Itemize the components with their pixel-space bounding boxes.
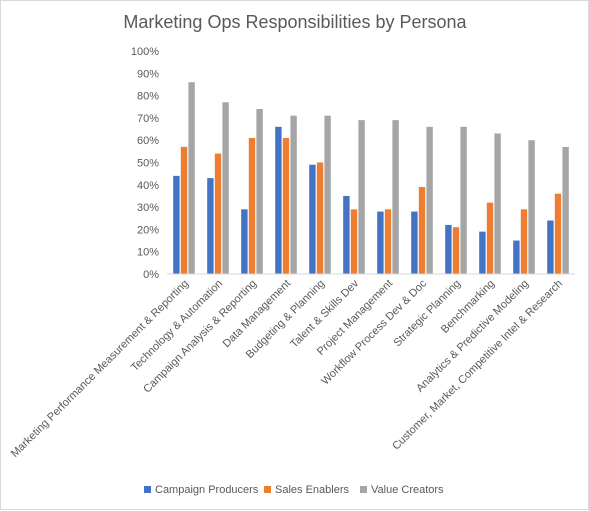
bar [358,120,365,274]
legend-swatch [360,486,367,493]
legend: Campaign Producers Sales Enablers Value Cr… [144,484,444,496]
legend-label: Sales Enablers [275,484,349,496]
x-axis-categories: Marketing Performance Measurement & Repo… [9,277,565,460]
bar [309,164,316,274]
bar [275,126,282,274]
bar [256,108,263,274]
bar [316,162,324,274]
bar [411,211,418,274]
bar [426,126,433,274]
bar [486,202,494,274]
bar [377,211,384,274]
bar [520,209,528,274]
bar [445,224,452,274]
bar [343,195,350,274]
bar [222,102,229,274]
bar [494,133,501,274]
bar [207,178,214,274]
bar [452,227,460,274]
bar [392,120,399,274]
chart-title: Marketing Ops Responsibilities by Person… [123,12,467,32]
bar [241,209,248,274]
y-axis-ticks: 0% 10% 20% 30% 40% 50% 60% 70% 80% 90% 100% [131,46,159,281]
bar [384,209,392,274]
legend-label: Value Creators [371,484,444,496]
bar [180,146,188,274]
bar [248,137,256,274]
bar [350,209,358,274]
bar [324,115,331,274]
y-tick-label: 90% [137,68,159,80]
bar [528,140,535,274]
y-tick-label: 80% [137,91,159,103]
y-tick-label: 70% [137,113,159,125]
bar [188,82,195,274]
y-tick-label: 100% [131,46,159,58]
bar [214,153,222,274]
legend-swatch [264,486,271,493]
y-tick-label: 20% [137,224,159,236]
bar [173,175,180,274]
y-tick-label: 10% [137,247,159,259]
y-tick-label: 40% [137,180,159,192]
y-tick-label: 50% [137,158,159,170]
legend-swatch [144,486,151,493]
bar [554,193,562,274]
y-tick-label: 0% [143,269,159,281]
bar [460,126,467,274]
bar [547,220,554,274]
legend-label: Campaign Producers [155,484,259,496]
bar [418,187,426,274]
bar [562,146,569,274]
bar [513,240,520,274]
bar [290,115,297,274]
bar [282,137,290,274]
y-tick-label: 30% [137,202,159,214]
y-tick-label: 60% [137,135,159,147]
bars [173,82,569,274]
bar [479,231,486,274]
